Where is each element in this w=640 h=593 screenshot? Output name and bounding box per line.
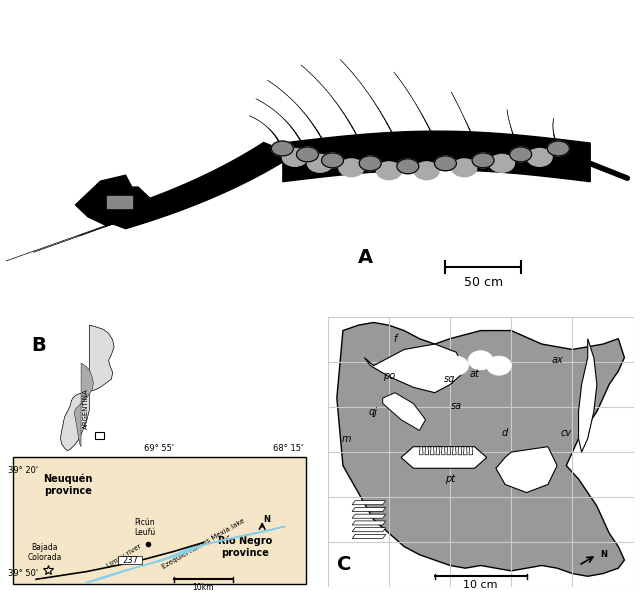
Text: N: N bbox=[600, 550, 607, 559]
Text: Picún
Leufú: Picún Leufú bbox=[134, 518, 155, 537]
Polygon shape bbox=[496, 447, 557, 493]
Polygon shape bbox=[401, 447, 487, 468]
Polygon shape bbox=[352, 534, 386, 538]
Text: Neuquén
province: Neuquén province bbox=[43, 473, 92, 496]
Ellipse shape bbox=[435, 156, 456, 171]
Text: ax: ax bbox=[551, 355, 563, 365]
Text: cv: cv bbox=[561, 428, 572, 438]
Ellipse shape bbox=[339, 159, 364, 177]
Ellipse shape bbox=[452, 159, 477, 177]
Polygon shape bbox=[60, 325, 114, 451]
Bar bbox=[13, 457, 306, 584]
Text: 10 cm: 10 cm bbox=[463, 581, 498, 590]
Polygon shape bbox=[352, 508, 386, 512]
Polygon shape bbox=[447, 447, 451, 455]
Text: 237: 237 bbox=[122, 556, 138, 565]
Text: m: m bbox=[341, 433, 351, 444]
Text: Ezequiel Ramos Mexía lake: Ezequiel Ramos Mexía lake bbox=[161, 517, 246, 570]
Ellipse shape bbox=[397, 159, 419, 174]
Ellipse shape bbox=[321, 153, 344, 168]
Polygon shape bbox=[458, 447, 461, 455]
Text: at: at bbox=[470, 369, 479, 379]
Ellipse shape bbox=[468, 351, 493, 369]
Ellipse shape bbox=[472, 153, 494, 168]
Ellipse shape bbox=[490, 154, 515, 172]
Text: 69° 55': 69° 55' bbox=[144, 444, 175, 454]
Polygon shape bbox=[436, 447, 440, 455]
Text: 50 cm: 50 cm bbox=[463, 276, 502, 289]
Text: sa: sa bbox=[451, 401, 461, 411]
Text: C: C bbox=[337, 554, 351, 573]
Polygon shape bbox=[337, 323, 625, 576]
Text: sq: sq bbox=[444, 374, 456, 384]
Polygon shape bbox=[452, 447, 456, 455]
Polygon shape bbox=[419, 447, 423, 455]
Polygon shape bbox=[383, 393, 426, 431]
Polygon shape bbox=[425, 447, 429, 455]
Text: d: d bbox=[502, 428, 508, 438]
Ellipse shape bbox=[414, 162, 439, 180]
Polygon shape bbox=[352, 514, 386, 518]
Polygon shape bbox=[352, 521, 386, 525]
Ellipse shape bbox=[271, 141, 293, 156]
Ellipse shape bbox=[282, 148, 307, 166]
Ellipse shape bbox=[444, 356, 468, 375]
Polygon shape bbox=[579, 339, 597, 452]
Ellipse shape bbox=[307, 154, 333, 172]
Ellipse shape bbox=[296, 147, 319, 162]
Text: N: N bbox=[264, 515, 271, 524]
Text: Limay river: Limay river bbox=[106, 543, 143, 569]
Text: 39° 50': 39° 50' bbox=[8, 569, 38, 578]
Text: 68° 15': 68° 15' bbox=[273, 444, 303, 454]
Text: f: f bbox=[393, 334, 397, 344]
Polygon shape bbox=[352, 528, 386, 532]
Polygon shape bbox=[76, 175, 150, 226]
Text: qj: qj bbox=[369, 407, 378, 416]
Text: B: B bbox=[31, 336, 45, 355]
Polygon shape bbox=[442, 447, 445, 455]
Polygon shape bbox=[352, 500, 386, 505]
Polygon shape bbox=[469, 447, 473, 455]
Polygon shape bbox=[74, 363, 93, 447]
Text: A: A bbox=[358, 248, 372, 267]
Bar bbox=[95, 432, 104, 439]
Ellipse shape bbox=[376, 162, 401, 180]
Text: 10km: 10km bbox=[193, 584, 214, 592]
Ellipse shape bbox=[487, 356, 511, 375]
Polygon shape bbox=[431, 447, 434, 455]
Text: po: po bbox=[383, 371, 395, 381]
Ellipse shape bbox=[547, 141, 570, 156]
Ellipse shape bbox=[359, 156, 381, 171]
Bar bbox=[118, 556, 142, 565]
Ellipse shape bbox=[509, 147, 532, 162]
Polygon shape bbox=[94, 142, 295, 229]
Polygon shape bbox=[364, 344, 465, 393]
Text: Río Negro
province: Río Negro province bbox=[218, 535, 272, 557]
Text: pt: pt bbox=[445, 474, 455, 484]
Text: ARGENTINA: ARGENTINA bbox=[83, 388, 89, 429]
Text: Bajada
Colorada: Bajada Colorada bbox=[28, 543, 62, 562]
Polygon shape bbox=[86, 526, 285, 583]
Ellipse shape bbox=[527, 148, 552, 166]
Polygon shape bbox=[463, 447, 467, 455]
Text: 39° 20': 39° 20' bbox=[8, 467, 38, 476]
